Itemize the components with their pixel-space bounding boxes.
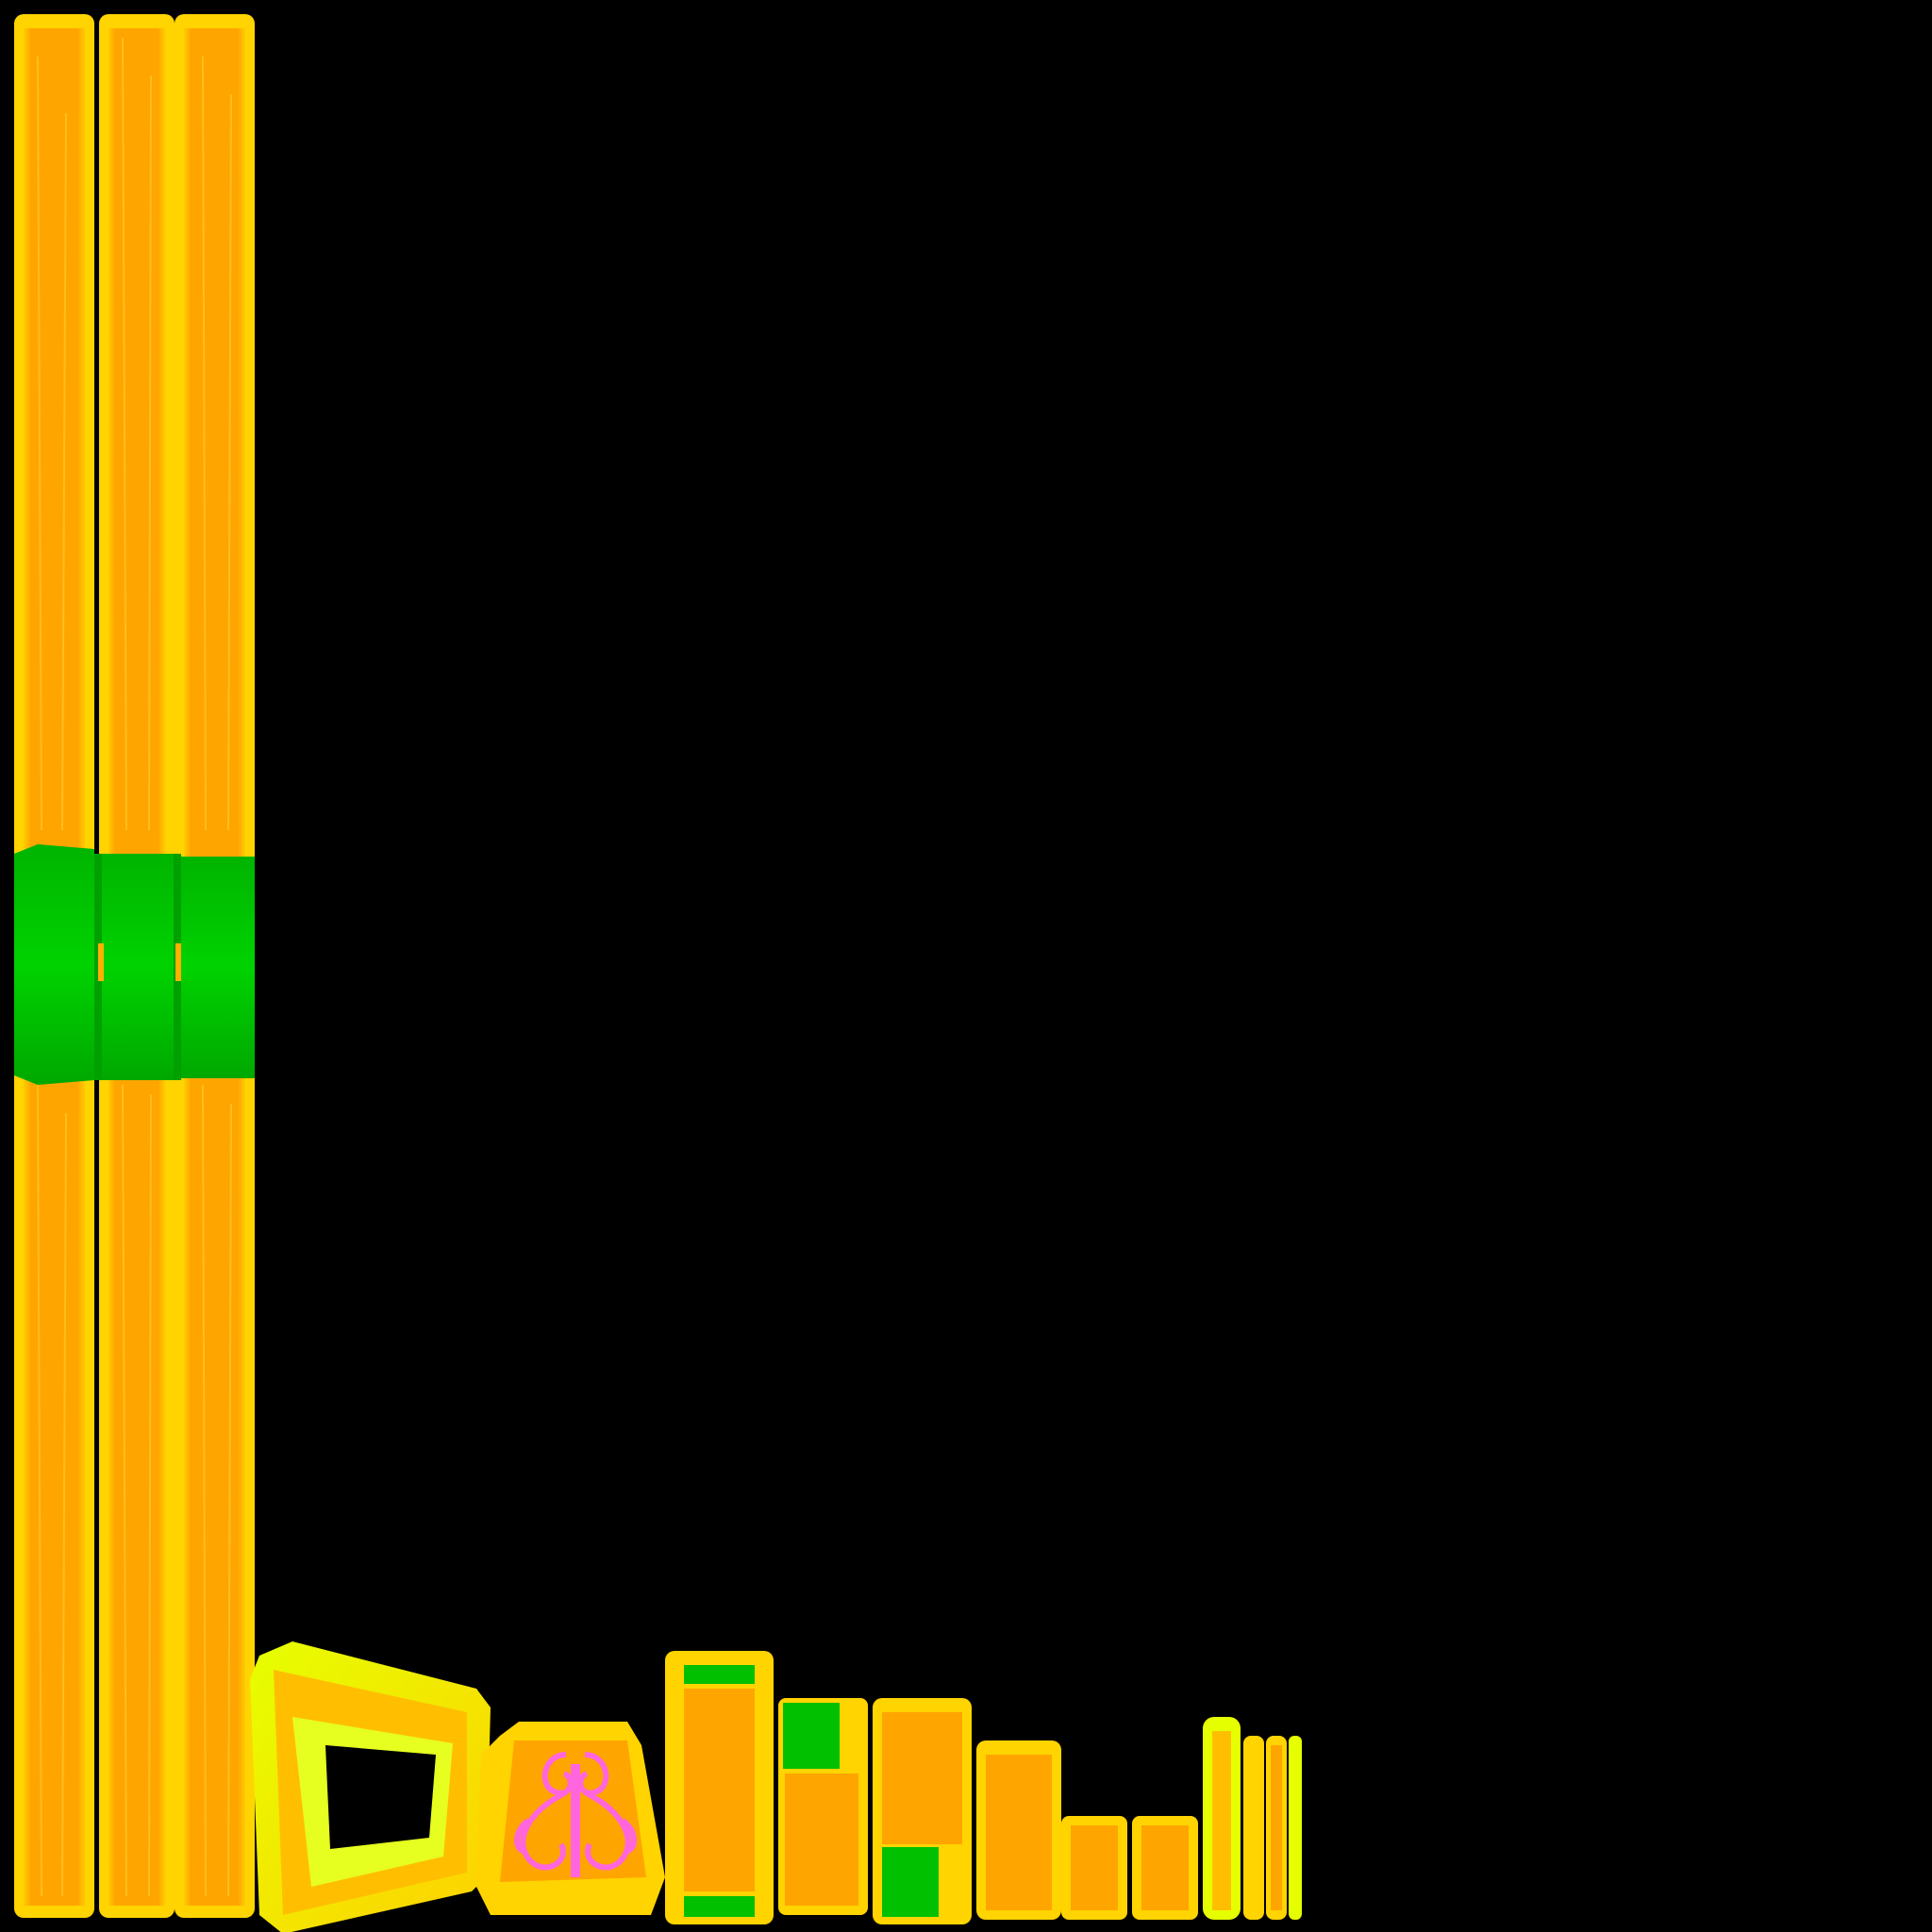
- thin-strips: [1203, 1717, 1302, 1920]
- small-blocks: [778, 1698, 1198, 1924]
- trapezoid-frame: [250, 1641, 491, 1932]
- green-band: [14, 844, 255, 1085]
- swirl-scroll-icon: [514, 1752, 637, 1877]
- pillar-block: [665, 1651, 774, 1924]
- ornament-tile: [476, 1722, 665, 1915]
